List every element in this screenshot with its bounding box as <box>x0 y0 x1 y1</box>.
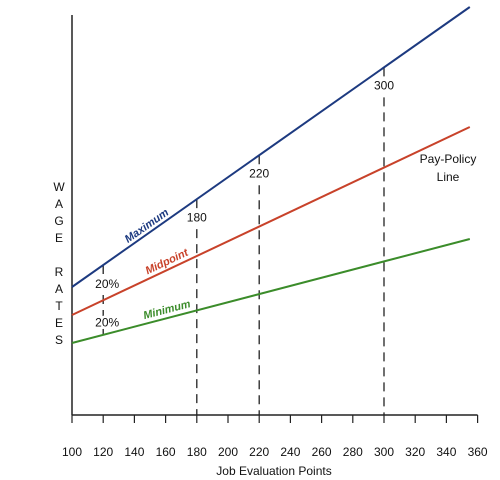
x-tick-label: 120 <box>93 445 113 459</box>
annotation: 20% <box>95 277 119 291</box>
annotation: 20% <box>95 316 119 330</box>
marker-label: 180 <box>187 210 207 224</box>
x-tick-label: 220 <box>249 445 269 459</box>
x-tick-label: 140 <box>124 445 144 459</box>
x-tick-label: 200 <box>218 445 238 459</box>
series-line <box>71 238 471 344</box>
x-tick-label: 180 <box>187 445 207 459</box>
x-tick-label: 240 <box>280 445 300 459</box>
x-tick-label: 280 <box>343 445 363 459</box>
marker-label: 220 <box>249 166 269 180</box>
x-tick-label: 100 <box>62 445 82 459</box>
y-axis-label: WAGE RATES <box>52 180 66 350</box>
x-tick-label: 160 <box>156 445 176 459</box>
x-tick-label: 360 <box>468 445 488 459</box>
x-axis-label: Job Evaluation Points <box>216 464 331 478</box>
x-tick-label: 260 <box>312 445 332 459</box>
series-label: Maximum <box>123 207 172 246</box>
series-line <box>71 6 471 288</box>
annotation: Pay-Policy Line <box>419 152 477 184</box>
marker-label: 300 <box>374 79 394 93</box>
x-tick-label: 340 <box>436 445 456 459</box>
x-tick-label: 300 <box>374 445 394 459</box>
x-tick-label: 320 <box>405 445 425 459</box>
series-line <box>71 126 471 316</box>
